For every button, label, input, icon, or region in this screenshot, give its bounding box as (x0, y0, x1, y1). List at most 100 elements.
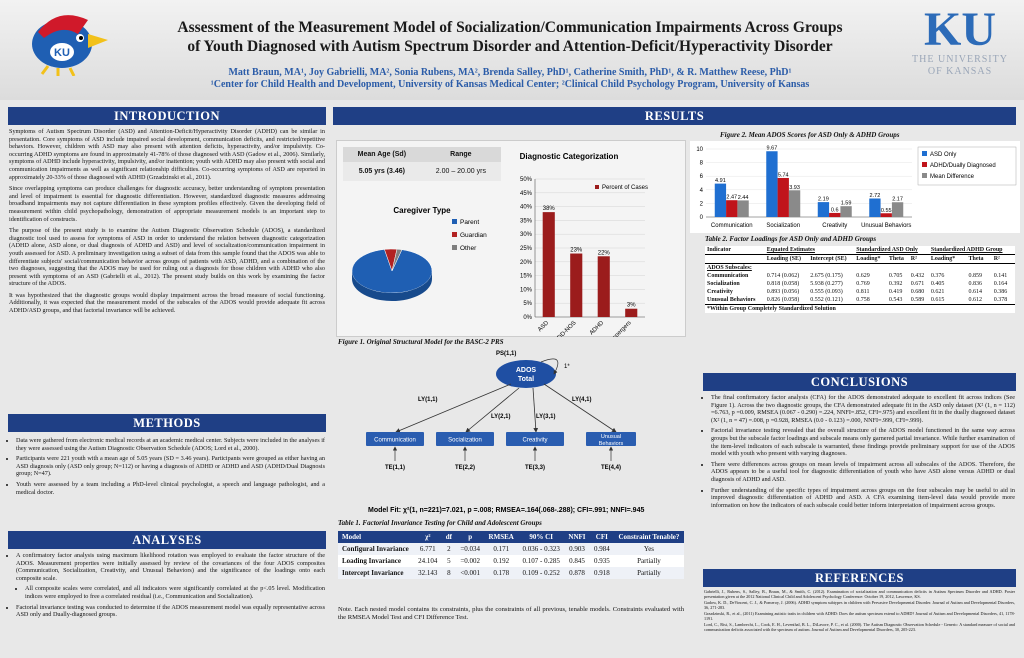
t1-cell: Partially (637, 557, 661, 565)
t2-subheader-cell: Theta (888, 256, 904, 262)
t2-cell: 0.376 (930, 273, 945, 279)
table1: Model χ² df p RMSEA 90% CI NNFI CFI Constraint T… (338, 531, 684, 579)
t2-cell: 0.615 (930, 297, 945, 303)
bar1-category-label: Aspergers (609, 320, 633, 337)
t2-cell: 0.629 (856, 273, 870, 279)
bar2-category-label: Unusual Behaviors (861, 223, 911, 229)
t2-cell: Unusual Behaviors (707, 297, 756, 303)
bar1-bar (597, 256, 610, 317)
t2-cell: 0.811 (856, 289, 870, 295)
model-box-creativity (506, 432, 564, 446)
bar2-value-label: 0.6 (831, 207, 839, 213)
t1-header-cell: 90% CI (529, 533, 553, 541)
t2-cell: 0.621 (930, 289, 945, 295)
pie-legend-swatch-parent (452, 219, 457, 224)
t2-cell: 5.938 (0.277) (810, 281, 843, 287)
t2-subheader-cell: Loading* (930, 256, 956, 262)
figure2-caption: Figure 2. Mean ADOS Scores for ASD Only … (720, 131, 900, 139)
model-box-label: Communication (374, 438, 416, 444)
t2-cell: 0.589 (910, 297, 925, 303)
t2-subheader-cell (705, 255, 765, 264)
t1-cell: 0.935 (593, 557, 610, 565)
t2-cell: Communication (707, 273, 749, 279)
t2-subheader-cell: Loading (SE) (766, 256, 801, 262)
bar2-bar (766, 151, 778, 217)
intro-paragraph-1: Symptoms of Autism Spectrum Disorder (AS… (9, 128, 325, 181)
bar1-value-label: 38% (543, 206, 556, 212)
table-row: Socialization 0.818 (0.058) 5.938 (0.277) 0… (705, 280, 1015, 288)
table2: Indicator Equated Estimates Standardized… (705, 246, 1015, 313)
bar2-legend-label: Mean Difference (930, 174, 975, 180)
bar2-legend-box (917, 146, 1017, 186)
author-list: Matt Braun, MA¹, Joy Gabrielli, MA², Son… (228, 67, 792, 78)
intro-paragraph-4: It was hypothesized that the diagnostic … (9, 291, 325, 315)
author-block: Matt Braun, MA¹, Joy Gabrielli, MA², Son… (110, 67, 910, 91)
t2-cell: 0.141 (993, 273, 1008, 279)
demo-range-value: 2.00 – 20.00 yrs (435, 168, 486, 175)
t2-cell: 0.758 (856, 297, 870, 303)
bar1-ytick: 10% (520, 287, 533, 293)
methods-bullet-3: Youth were assessed by a team including … (16, 481, 325, 496)
bar1-category-label: ADHD (589, 320, 606, 337)
bar2-value-label: 3.93 (789, 185, 800, 191)
t2-group1: Equated Estimates (764, 246, 855, 255)
t2-cell: 0.671 (910, 281, 925, 287)
bar1-ytick: 5% (523, 301, 532, 307)
bar2-bar (880, 213, 892, 217)
model-box-label: Behaviors (599, 441, 624, 447)
t1-header-cell: Model (342, 533, 362, 541)
bar2-ytick: 6 (700, 174, 704, 180)
bar2-legend-swatch (922, 162, 927, 167)
ku-watermark: THE UNIVERSITY OF KANSAS (912, 54, 1008, 77)
table-row: Intercept Invariance 32.143 8 <0.001 0.178 0.… (338, 567, 684, 579)
methods-bullet-1: Data were gathered from electronic medic… (16, 437, 325, 452)
bar2-category-label: Creativity (822, 223, 847, 229)
intro-paragraph-2: Since overlapping symptoms can produce c… (9, 185, 325, 223)
conclusions-header: CONCLUSIONS (703, 373, 1016, 391)
one-star-label: 1* (564, 364, 570, 370)
t1-cell: 5 (447, 557, 451, 565)
t1-header-cell: p (468, 533, 473, 541)
t2-subscales-label: ADOS Subscales: (705, 263, 1015, 272)
bar2-bar (891, 202, 904, 217)
t1-cell: 0.107 - 0.285 (522, 557, 560, 565)
demo-age-value: 5.05 yrs (3.46) (358, 168, 406, 175)
table-row: Loading Invariance 24.104 5 =0.002 0.192 0.10… (338, 555, 684, 567)
t2-cell: 0.432 (910, 273, 925, 279)
bar2-bar (737, 200, 749, 217)
bar1-category-label: PDD-NOS (554, 320, 578, 337)
bar2-bar (777, 177, 789, 217)
methods-bullet-2: Participants were 221 youth with a mean … (16, 455, 325, 478)
intro-paragraph-3: The purpose of the present study is to e… (9, 227, 325, 288)
reference-4: Lord, C., Risi, S., Lambrecht, L., Cook,… (704, 622, 1015, 632)
t1-cell: 24.104 (418, 557, 438, 565)
t2-subheader-cell: R² (910, 256, 917, 262)
bar1-ytick: 30% (520, 232, 533, 238)
bar1-ytick: 40% (520, 205, 533, 211)
reference-3: Grzadzinski, R., et al., (2011) Examinin… (704, 611, 1015, 621)
analyses-bullet-2: Factorial invariance testing was conduct… (16, 604, 325, 619)
t1-cell: <0.001 (460, 569, 481, 577)
t1-cell: 0.178 (493, 569, 510, 577)
t1-cell: Intercept Invariance (342, 569, 404, 577)
bar1-bar (542, 212, 555, 317)
model-error-label: TE(4,4) (601, 465, 621, 471)
t2-cell: 0.164 (993, 281, 1008, 287)
bar2-ytick: 2 (700, 201, 704, 207)
t1-cell: 2 (447, 545, 451, 553)
t2-subheader-cell: Intercept (SE) (810, 256, 847, 262)
bar2-value-label: 2.17 (892, 197, 903, 203)
t1-cell: 0.171 (493, 545, 510, 553)
t2-footnote: *Within Group Completely Standardized So… (705, 304, 1015, 313)
t1-cell: Yes (643, 545, 655, 553)
analyses-text: A confirmatory factor analysis using max… (9, 552, 325, 622)
t1-cell: Configural Invariance (342, 545, 409, 553)
t2-cell: 0.893 (0.056) (766, 289, 800, 295)
model-box-label: Socialization (448, 438, 482, 444)
t2-indicator-head: Indicator (705, 246, 765, 255)
ly4-label: LY(4,1) (572, 397, 591, 403)
t1-cell: 0.984 (593, 545, 610, 553)
bar2-value-label: 2.72 (870, 193, 881, 199)
pie-legend-swatch-other (452, 245, 457, 250)
bar2-bar (714, 183, 727, 217)
